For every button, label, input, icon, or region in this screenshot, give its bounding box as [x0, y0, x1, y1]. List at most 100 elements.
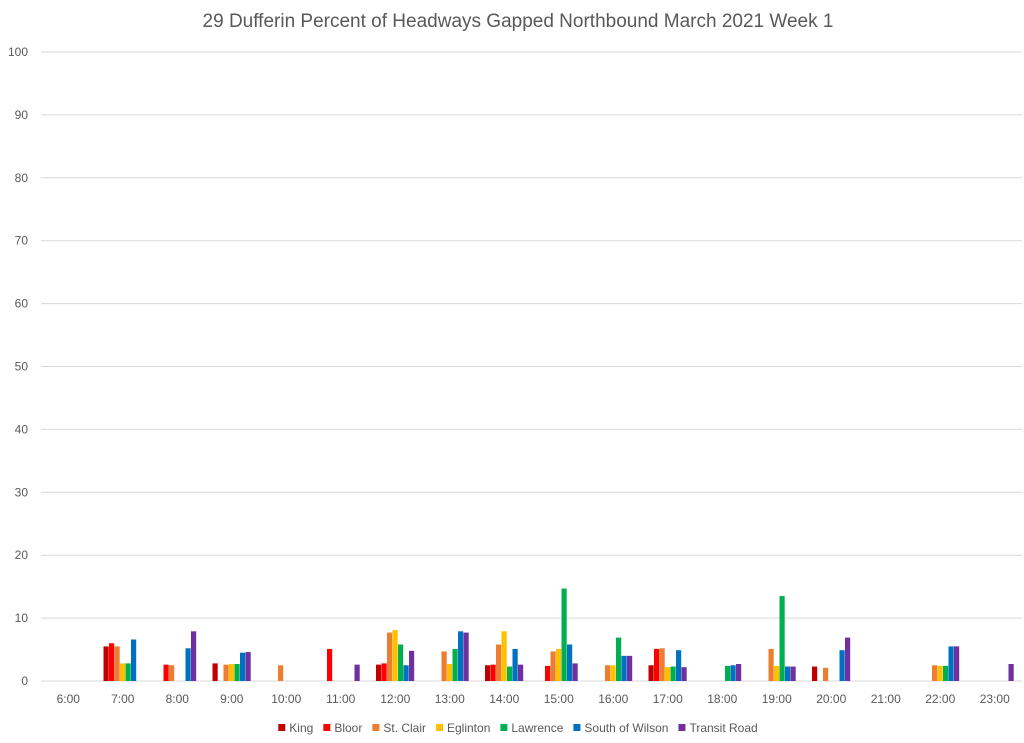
bar-lawrence: [507, 666, 513, 681]
bar-eglinton: [774, 665, 780, 681]
bar-bloor: [654, 648, 660, 681]
x-tick-label: 11:00: [326, 692, 355, 706]
bar-south-of-wilson: [240, 652, 246, 681]
y-axis-ticks: 0 10 20 30 40 50 60 70 80 90 100: [8, 45, 28, 688]
bar-eglinton: [392, 630, 398, 681]
bar-st-clair: [550, 651, 556, 681]
bar-south-of-wilson: [131, 639, 137, 681]
bar-south-of-wilson: [403, 665, 409, 681]
legend-label: Transit Road: [689, 721, 757, 735]
x-tick-label: 18:00: [707, 692, 737, 706]
bar-transit-road: [518, 664, 524, 681]
y-tick-label: 70: [15, 234, 29, 248]
legend-swatch: [678, 724, 686, 731]
bar-south-of-wilson: [785, 666, 791, 681]
bar-eglinton: [120, 663, 126, 681]
bar-south-of-wilson: [948, 646, 954, 681]
bar-transit-road: [845, 637, 851, 681]
x-tick-label: 15:00: [544, 692, 574, 706]
bar-bloor: [109, 643, 115, 681]
bar-st-clair: [823, 667, 829, 681]
bar-st-clair: [768, 648, 774, 681]
bar-king: [812, 666, 818, 681]
legend-label: Eglinton: [447, 721, 490, 735]
bar-transit-road: [736, 664, 742, 681]
legend-swatch: [500, 724, 508, 731]
bar-st-clair: [169, 665, 175, 681]
bar-st-clair: [387, 632, 393, 681]
bar-st-clair: [114, 646, 120, 681]
legend-swatch: [573, 724, 581, 731]
legend-item: St. Clair: [372, 721, 426, 735]
bar-lawrence: [943, 665, 949, 681]
legend-label: St. Clair: [383, 721, 426, 735]
x-tick-label: 9:00: [220, 692, 244, 706]
bar-transit-road: [463, 632, 469, 681]
x-tick-label: 13:00: [435, 692, 465, 706]
bar-bloor: [327, 648, 333, 681]
bar-south-of-wilson: [621, 655, 627, 681]
bar-lawrence: [779, 596, 785, 681]
x-tick-label: 7:00: [111, 692, 135, 706]
bar-lawrence: [561, 588, 567, 681]
legend-item: Bloor: [323, 721, 362, 735]
legend-item: South of Wilson: [573, 721, 668, 735]
bar-eglinton: [229, 664, 235, 681]
bar-eglinton: [937, 665, 943, 681]
bar-eglinton: [556, 648, 562, 681]
bar-eglinton: [501, 631, 507, 681]
y-tick-label: 90: [15, 108, 29, 122]
bar-transit-road: [627, 655, 633, 681]
x-tick-label: 23:00: [980, 692, 1010, 706]
chart-title: 29 Dufferin Percent of Headways Gapped N…: [203, 11, 834, 32]
bar-lawrence: [398, 644, 404, 681]
x-tick-label: 6:00: [57, 692, 81, 706]
bar-st-clair: [278, 665, 284, 681]
bars: [103, 588, 1014, 681]
bar-lawrence: [616, 637, 622, 681]
x-axis-ticks: 6:00 7:00 8:00 9:00 10:00 11:00 12:00 13:00 14:0…: [57, 692, 1011, 706]
x-tick-label: 12:00: [380, 692, 410, 706]
bar-king: [376, 664, 382, 681]
bar-eglinton: [665, 667, 671, 681]
x-tick-label: 8:00: [166, 692, 190, 706]
x-tick-label: 16:00: [598, 692, 628, 706]
legend-item: Transit Road: [678, 721, 758, 735]
y-tick-label: 100: [8, 45, 28, 59]
bar-lawrence: [452, 648, 458, 681]
bar-transit-road: [245, 652, 251, 681]
bar-st-clair: [223, 664, 229, 681]
legend-item: King: [278, 721, 313, 735]
bar-st-clair: [659, 648, 665, 681]
bar-st-clair: [605, 665, 611, 681]
bar-south-of-wilson: [185, 648, 191, 681]
legend-label: King: [289, 721, 313, 735]
y-tick-label: 0: [21, 674, 28, 688]
legend-item: Eglinton: [436, 721, 490, 735]
legend-swatch: [372, 724, 380, 731]
bar-transit-road: [409, 650, 415, 681]
x-tick-label: 20:00: [816, 692, 846, 706]
bar-bloor: [545, 665, 551, 681]
bar-lawrence: [670, 666, 676, 681]
x-tick-label: 19:00: [762, 692, 792, 706]
legend-swatch: [278, 724, 286, 731]
bar-transit-road: [790, 666, 796, 681]
bar-king: [485, 665, 491, 681]
bar-south-of-wilson: [839, 650, 845, 681]
bar-transit-road: [354, 664, 360, 681]
y-tick-label: 20: [15, 548, 29, 562]
y-tick-label: 10: [15, 611, 29, 625]
y-tick-label: 50: [15, 360, 29, 374]
bar-south-of-wilson: [512, 648, 518, 681]
bar-king: [648, 665, 654, 681]
gridlines: [41, 51, 1022, 682]
legend-label: Bloor: [334, 721, 362, 735]
y-tick-label: 30: [15, 485, 29, 499]
legend-label: Lawrence: [511, 721, 563, 735]
bar-king: [103, 646, 109, 681]
bar-transit-road: [191, 631, 197, 681]
bar-st-clair: [496, 644, 502, 681]
legend-swatch: [323, 724, 331, 731]
